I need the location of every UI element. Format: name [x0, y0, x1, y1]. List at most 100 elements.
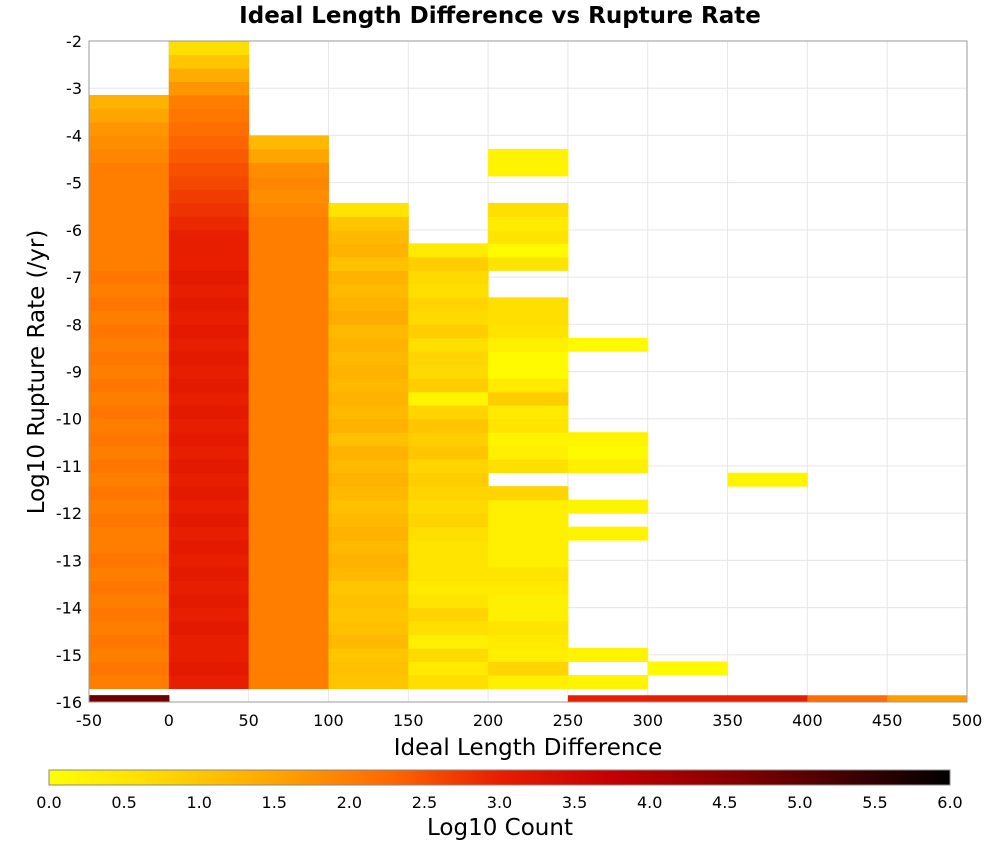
heatmap-cell: [408, 513, 489, 528]
heatmap-cell: [328, 378, 409, 393]
heatmap-cell: [408, 526, 489, 541]
heatmap-cell: [408, 378, 489, 393]
heatmap-cell: [328, 256, 409, 271]
heatmap-cell: [408, 472, 489, 487]
heatmap-cell: [488, 634, 569, 649]
heatmap-cell: [89, 202, 170, 217]
heatmap-cell: [567, 695, 649, 703]
heatmap-cell: [408, 418, 489, 433]
heatmap-cell: [408, 567, 489, 582]
heatmap-cell: [248, 553, 329, 568]
heatmap-cell: [328, 364, 409, 379]
heatmap-cell: [89, 148, 170, 163]
y-tick-label: -2: [66, 32, 82, 51]
heatmap-cell: [567, 526, 649, 541]
y-tick-label: -8: [66, 315, 82, 334]
heatmap-cell: [328, 567, 409, 582]
heatmap-cell: [89, 270, 170, 285]
heatmap-cell: [248, 675, 329, 689]
heatmap-cell: [248, 648, 329, 663]
heatmap-cell: [328, 283, 409, 298]
heatmap-cell: [408, 661, 489, 676]
heatmap-cell: [168, 68, 250, 82]
heatmap-cell: [488, 405, 569, 420]
heatmap-cell: [488, 540, 569, 555]
heatmap-cell: [328, 661, 409, 676]
heatmap-cell: [488, 526, 569, 541]
x-tick-label: 200: [473, 711, 504, 730]
heatmap-cell: [168, 297, 250, 312]
y-tick-label: -13: [56, 551, 82, 570]
heatmap-cell: [248, 283, 329, 298]
y-tick-label: -10: [56, 410, 82, 429]
y-tick-label: -15: [56, 646, 82, 665]
heatmap-cell: [328, 513, 409, 528]
heatmap-cell: [89, 324, 170, 339]
heatmap-cell: [488, 391, 569, 406]
x-tick-label: -50: [76, 711, 102, 730]
colorbar-ticks: 0.0 0.5 1.0 1.5 2.0 2.5 3.0 3.5 4.0 4.5 5.0 5.5 6.0: [36, 793, 962, 812]
colorbar-label: Log10 Count: [427, 815, 573, 841]
heatmap-cell: [248, 148, 329, 163]
heatmap-cell: [328, 499, 409, 514]
heatmap-cell: [168, 243, 250, 258]
heatmap-cell: [89, 121, 170, 136]
heatmap-cell: [89, 229, 170, 244]
heatmap-cell: [248, 337, 329, 352]
heatmap-cell: [488, 661, 569, 676]
heatmap-cell: [408, 499, 489, 514]
heatmap-cell: [168, 216, 250, 231]
heatmap-cell: [168, 526, 250, 541]
y-tick-label: -5: [66, 174, 82, 193]
heatmap-cell: [168, 540, 250, 555]
heatmap-cell: [408, 648, 489, 663]
heatmap-cell: [248, 526, 329, 541]
heatmap-cell: [488, 553, 569, 568]
heatmap-cell: [248, 243, 329, 258]
heatmap-cell: [168, 459, 250, 474]
y-tick-label: -4: [66, 126, 82, 145]
heatmap-cell: [89, 567, 170, 582]
heatmap-cell: [488, 378, 569, 393]
heatmap-cell: [328, 405, 409, 420]
heatmap-cell: [328, 580, 409, 595]
heatmap-cell: [248, 405, 329, 420]
heatmap-cell: [248, 216, 329, 231]
heatmap-cell: [488, 297, 569, 312]
heatmap-cell: [168, 148, 250, 163]
heatmap-cell: [89, 621, 170, 636]
heatmap-cell: [168, 661, 250, 676]
colorbar-tick-label: 4.5: [712, 793, 737, 812]
heatmap-cell: [168, 324, 250, 339]
heatmap-cell: [89, 418, 170, 433]
heatmap-cell: [89, 540, 170, 555]
heatmap-cell: [647, 695, 729, 703]
heatmap-cell: [408, 621, 489, 636]
heatmap-cell: [328, 310, 409, 325]
heatmap-cell: [328, 486, 409, 501]
heatmap-cell: [168, 499, 250, 514]
colorbar-tick-label: 0.0: [36, 793, 61, 812]
heatmap-cell: [89, 432, 170, 447]
heatmap-cell: [328, 648, 409, 663]
heatmap-cell: [168, 121, 250, 136]
y-axis-label: Log10 Rupture Rate (/yr): [24, 230, 50, 515]
heatmap-cell: [408, 432, 489, 447]
heatmap-cell: [89, 391, 170, 406]
heatmap-cell: [408, 594, 489, 609]
heatmap-cell: [168, 108, 250, 123]
heatmap-cell: [408, 310, 489, 325]
colorbar-tick-label: 4.0: [637, 793, 662, 812]
heatmap-cell: [647, 661, 729, 676]
heatmap-cell: [89, 513, 170, 528]
heatmap-cell: [168, 54, 250, 69]
heatmap-cell: [168, 41, 250, 56]
heatmap-cell: [488, 675, 569, 689]
heatmap-cell: [488, 648, 569, 663]
heatmap-cell: [168, 202, 250, 217]
heatmap-cell: [488, 459, 569, 474]
y-tick-label: -14: [56, 599, 82, 618]
heatmap-cell: [168, 553, 250, 568]
colorbar-tick-label: 1.0: [186, 793, 211, 812]
heatmap-cell: [248, 540, 329, 555]
